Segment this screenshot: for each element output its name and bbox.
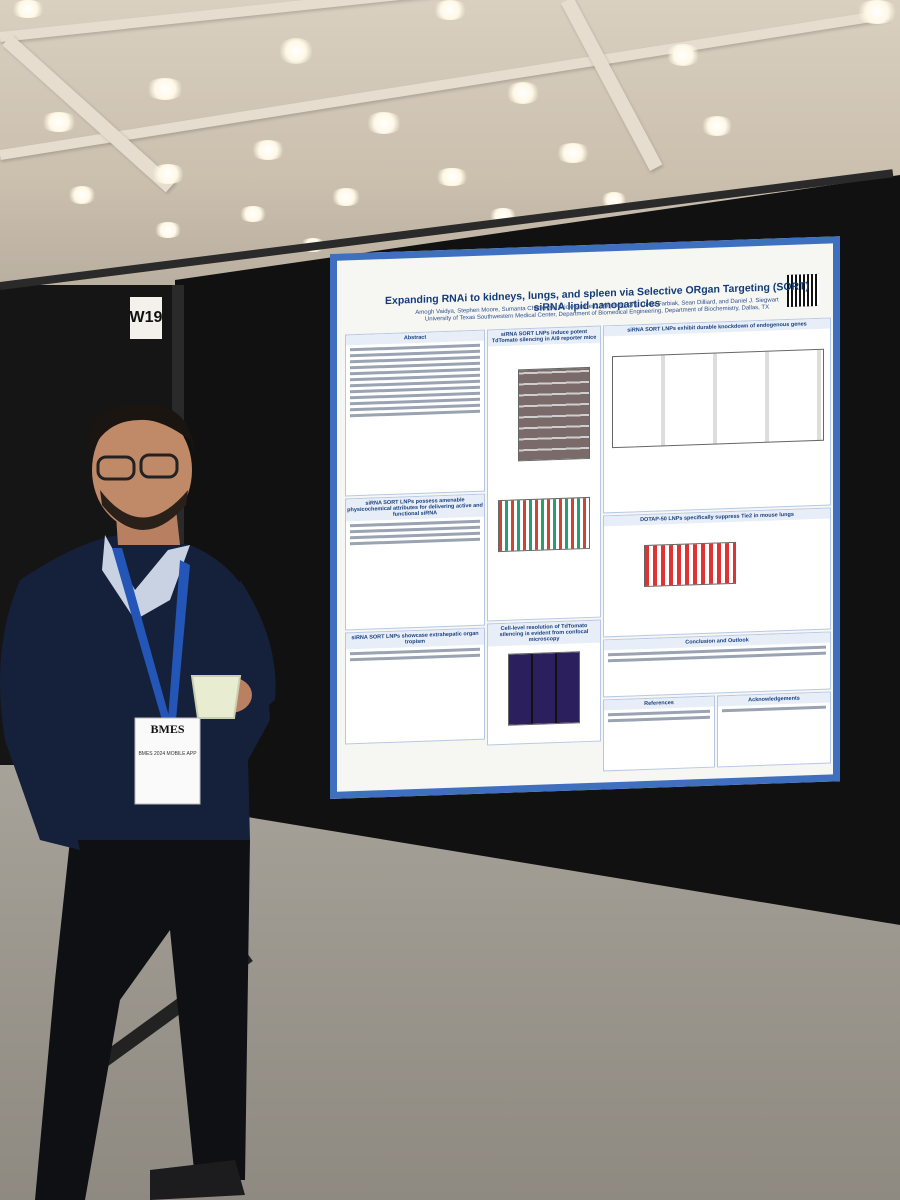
ceiling-light [555, 143, 591, 163]
shirt-collar [102, 535, 190, 620]
ceiling-light [67, 186, 97, 204]
conference-badge [134, 717, 201, 805]
sweater [10, 535, 270, 840]
plastic-cup [190, 675, 242, 719]
lanyard [168, 560, 190, 720]
ceiling-light [250, 140, 286, 160]
ceiling-light [330, 188, 362, 206]
lanyard [112, 548, 170, 720]
ceiling-light [365, 112, 403, 134]
ceiling-light [145, 78, 185, 100]
ceiling-light [434, 168, 470, 186]
glasses-lens [96, 455, 136, 481]
ceiling-light [278, 38, 314, 64]
ceiling-light [40, 112, 78, 132]
ceiling-light [665, 44, 701, 66]
ceiling-light [238, 206, 268, 222]
ceiling-light [150, 164, 186, 184]
beard [100, 490, 188, 530]
booth-sign: W19 [130, 297, 162, 339]
badge-text: BMES BMES 2024 MOBILE APP [137, 722, 198, 757]
badge-app-label: BMES 2024 MOBILE APP [138, 751, 197, 757]
badge-org: BMES [150, 722, 185, 736]
ceiling-light [700, 116, 734, 136]
shoe [150, 1160, 245, 1200]
arm-left [0, 580, 80, 850]
ceiling-light [505, 82, 541, 104]
hair [88, 404, 195, 455]
ceiling-light [153, 222, 183, 238]
ceiling-light [855, 0, 899, 24]
trousers [35, 840, 250, 1200]
ceiling-light [432, 0, 468, 20]
glasses-lens [139, 453, 179, 479]
ceiling-light [10, 0, 46, 18]
